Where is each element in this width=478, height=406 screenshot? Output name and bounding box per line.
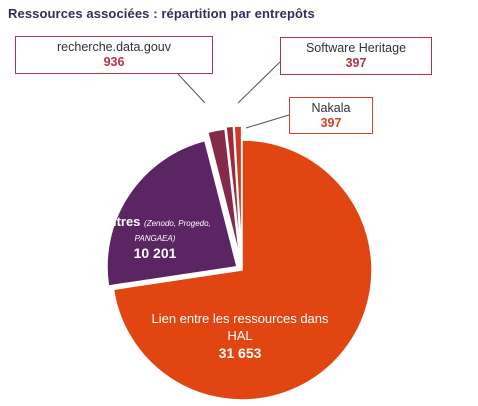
pie-slice-hal — [112, 139, 373, 401]
pie-slice-software-heritage — [225, 125, 242, 257]
leader-line-nakala — [245, 114, 290, 129]
callout-recherche-data-gouv: recherche.data.gouv 936 — [15, 36, 213, 74]
slice-label-block-autres: Autres (Zenodo, Progedo, PANGAEA) 10 201 — [80, 214, 230, 261]
pie-slice-nakala — [233, 125, 243, 257]
slice-value-autres: 10 201 — [133, 245, 177, 261]
slice-value-nakala: 397 — [320, 116, 342, 130]
pie-slice-autres — [106, 139, 238, 287]
callout-nakala: Nakala 397 — [289, 97, 373, 134]
chart-title: Ressources associées : répartition par e… — [8, 6, 315, 21]
slice-label-recherche-data-gouv: recherche.data.gouv — [57, 40, 171, 54]
slice-value-recherche-data-gouv: 936 — [103, 55, 125, 69]
leader-line-software-heritage — [237, 61, 281, 104]
slice-note-autres: (Zenodo, Progedo, PANGAEA) — [134, 219, 211, 243]
leader-line-recherche-data-gouv — [177, 73, 206, 104]
slice-label-nakala: Nakala — [311, 101, 351, 115]
slice-value-software-heritage: 397 — [345, 56, 367, 70]
slice-label-software-heritage: Software Heritage — [305, 41, 407, 55]
slice-label-hal: Lien entre les ressources dans HAL — [151, 311, 329, 343]
pie-slice-recherche-data-gouv — [206, 128, 241, 259]
slice-label-autres: Autres — [99, 214, 141, 229]
callout-software-heritage: Software Heritage 397 — [280, 37, 432, 75]
slice-value-hal: 31 653 — [218, 345, 262, 361]
slice-label-block-hal: Lien entre les ressources dans HAL 31 65… — [140, 310, 340, 363]
